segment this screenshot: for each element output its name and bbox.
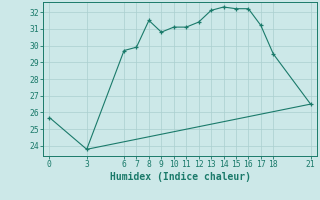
X-axis label: Humidex (Indice chaleur): Humidex (Indice chaleur) bbox=[109, 172, 251, 182]
